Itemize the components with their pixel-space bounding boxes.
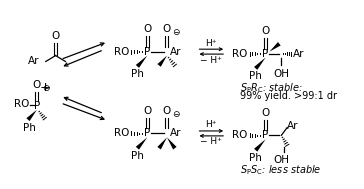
- Text: Ar: Ar: [287, 121, 299, 131]
- Polygon shape: [254, 139, 266, 152]
- Text: $\ominus$: $\ominus$: [172, 27, 181, 37]
- Text: Ar: Ar: [293, 49, 305, 59]
- Polygon shape: [26, 110, 37, 121]
- Text: O: O: [33, 80, 41, 90]
- Text: O: O: [143, 106, 151, 116]
- Text: OH: OH: [273, 155, 289, 165]
- Text: H⁺: H⁺: [206, 120, 217, 129]
- Text: $\mathit{S}_{\mathrm{P}}\mathit{S}_{\mathrm{C}}$: less stable: $\mathit{S}_{\mathrm{P}}\mathit{S}_{\mat…: [240, 163, 321, 177]
- Text: − H⁺: − H⁺: [201, 137, 222, 146]
- Text: O: O: [261, 108, 270, 118]
- Text: H⁺: H⁺: [206, 39, 217, 48]
- Text: Ar: Ar: [170, 47, 181, 57]
- Text: P: P: [34, 101, 40, 111]
- Text: Ph: Ph: [23, 123, 35, 132]
- Text: RO: RO: [114, 47, 130, 57]
- Polygon shape: [136, 56, 147, 68]
- Text: RO: RO: [233, 130, 248, 140]
- Text: O: O: [51, 31, 60, 41]
- Text: O: O: [163, 24, 171, 34]
- Text: RO: RO: [114, 128, 130, 138]
- Text: P: P: [262, 49, 269, 59]
- Text: OH: OH: [273, 69, 289, 79]
- Text: $\ominus$: $\ominus$: [172, 109, 181, 119]
- Text: Ar: Ar: [28, 57, 40, 67]
- Text: $\mathit{S}_{\mathrm{P}}\mathit{R}_{\mathrm{C}}$: stable:: $\mathit{S}_{\mathrm{P}}\mathit{R}_{\mat…: [240, 81, 303, 95]
- Text: 99% yield. >99:1 dr: 99% yield. >99:1 dr: [240, 91, 337, 101]
- Text: O: O: [261, 26, 270, 36]
- Text: − H⁺: − H⁺: [201, 56, 222, 65]
- Text: P: P: [144, 128, 150, 138]
- Text: $\ominus$: $\ominus$: [42, 83, 51, 93]
- Polygon shape: [269, 42, 281, 52]
- Text: Ph: Ph: [131, 151, 144, 161]
- Polygon shape: [254, 58, 266, 70]
- Text: Ph: Ph: [131, 69, 144, 79]
- Text: O: O: [163, 106, 171, 116]
- Text: P: P: [262, 130, 269, 140]
- Polygon shape: [136, 137, 147, 150]
- Polygon shape: [157, 137, 167, 149]
- Text: O: O: [143, 24, 151, 34]
- Text: Ar: Ar: [170, 128, 181, 138]
- Text: RO: RO: [13, 99, 29, 109]
- Text: P: P: [144, 47, 150, 57]
- Text: +: +: [39, 81, 50, 94]
- Polygon shape: [157, 56, 167, 67]
- Text: Ph: Ph: [249, 153, 262, 163]
- Text: RO: RO: [233, 49, 248, 59]
- Polygon shape: [167, 137, 177, 149]
- Text: Ph: Ph: [249, 71, 262, 81]
